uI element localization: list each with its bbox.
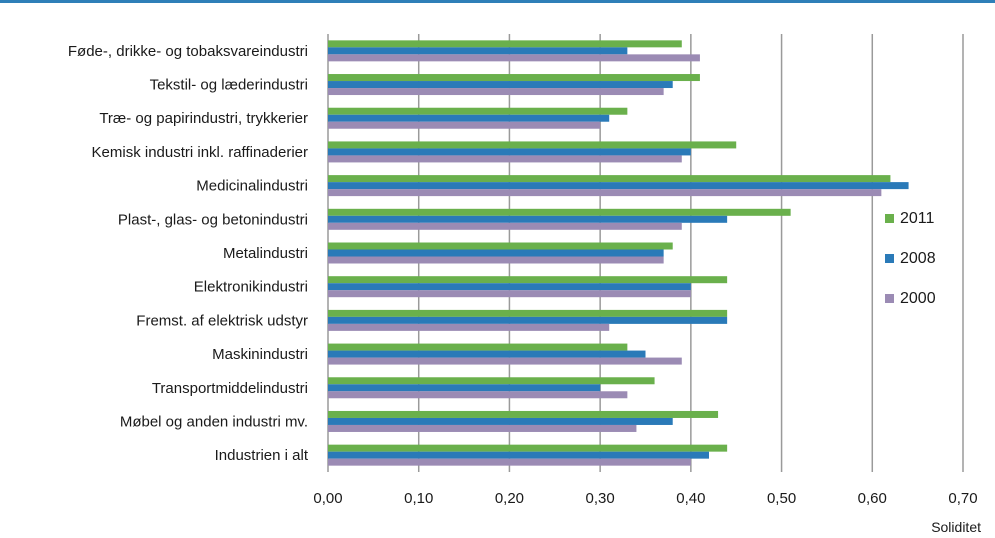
- bar-2008: [328, 316, 728, 324]
- category-label: Møbel og anden industri mv.: [120, 413, 308, 430]
- category-label: Metalindustri: [223, 245, 308, 262]
- x-tick-label: 0,20: [495, 490, 524, 507]
- bar-2000: [328, 256, 664, 264]
- category-label: Transportmiddelindustri: [152, 380, 308, 397]
- bar-2008: [328, 148, 691, 156]
- bar-2000: [328, 189, 882, 197]
- bar-2008: [328, 81, 673, 89]
- bar-2008: [328, 283, 691, 291]
- category-label: Medicinalindustri: [196, 178, 308, 195]
- bar-2000: [328, 121, 601, 129]
- x-tick-label: 0,40: [676, 490, 705, 507]
- bar-2000: [328, 357, 682, 365]
- bar-2011: [328, 276, 728, 284]
- bar-2011: [328, 309, 728, 317]
- bar-2000: [328, 222, 682, 230]
- legend-label: 2008: [900, 250, 936, 267]
- bar-2008: [328, 451, 709, 459]
- bar-2008: [328, 114, 610, 122]
- bar-2011: [328, 74, 700, 82]
- legend-label: 2011: [900, 210, 935, 227]
- category-label: Træ- og papirindustri, trykkerier: [99, 110, 308, 127]
- bar-2000: [328, 155, 682, 163]
- bar-2011: [328, 242, 673, 250]
- bar-2000: [328, 290, 691, 298]
- bar-2011: [328, 141, 737, 149]
- top-accent-line: [0, 0, 995, 3]
- bar-2011: [328, 40, 682, 48]
- category-label: Føde-, drikke- og tobaksvareindustri: [68, 43, 308, 60]
- bar-2000: [328, 424, 637, 432]
- category-labels: Føde-, drikke- og tobaksvareindustri Teks…: [68, 43, 309, 464]
- legend-swatch: [885, 254, 894, 263]
- bar-2008: [328, 249, 664, 257]
- bar-2011: [328, 208, 791, 216]
- bar-2000: [328, 458, 691, 466]
- bar-2000: [328, 391, 628, 399]
- x-tick-label: 0,70: [948, 490, 977, 507]
- bar-2000: [328, 88, 664, 96]
- category-label: Plast-, glas- og betonindustri: [118, 211, 308, 228]
- category-label: Tekstil- og læderindustri: [150, 77, 308, 94]
- category-label: Maskinindustri: [212, 346, 308, 363]
- legend-swatch: [885, 294, 894, 303]
- bar-2011: [328, 343, 628, 351]
- bar-2008: [328, 215, 728, 223]
- legend: 2011 2008 2000: [885, 210, 936, 307]
- x-tick-label: 0,60: [858, 490, 887, 507]
- bar-2008: [328, 384, 601, 392]
- legend-label: 2000: [900, 290, 936, 307]
- bars: [328, 40, 909, 466]
- bar-2011: [328, 444, 728, 452]
- bar-2011: [328, 410, 719, 418]
- bar-2011: [328, 377, 655, 385]
- bar-2008: [328, 182, 909, 190]
- x-tick-label: 0,30: [586, 490, 615, 507]
- bar-2008: [328, 417, 673, 425]
- x-tick-labels: 0,00 0,10 0,20 0,30 0,40 0,50 0,60 0,70: [313, 490, 977, 507]
- category-label: Kemisk industri inkl. raffinaderier: [92, 144, 308, 161]
- category-label: Fremst. af elektrisk udstyr: [136, 312, 308, 329]
- bar-2008: [328, 350, 646, 358]
- category-label: Industrien i alt: [215, 447, 309, 464]
- gridlines: [327, 34, 964, 472]
- bar-2011: [328, 175, 891, 183]
- bar-2000: [328, 323, 610, 331]
- x-tick-label: 0,50: [767, 490, 796, 507]
- x-tick-label: 0,10: [404, 490, 433, 507]
- x-axis-title: Soliditet: [931, 519, 981, 535]
- x-tick-label: 0,00: [313, 490, 342, 507]
- category-label: Elektronikindustri: [194, 279, 308, 296]
- legend-swatch: [885, 214, 894, 223]
- bar-2008: [328, 47, 628, 55]
- bar-2011: [328, 107, 628, 115]
- bar-2000: [328, 54, 700, 62]
